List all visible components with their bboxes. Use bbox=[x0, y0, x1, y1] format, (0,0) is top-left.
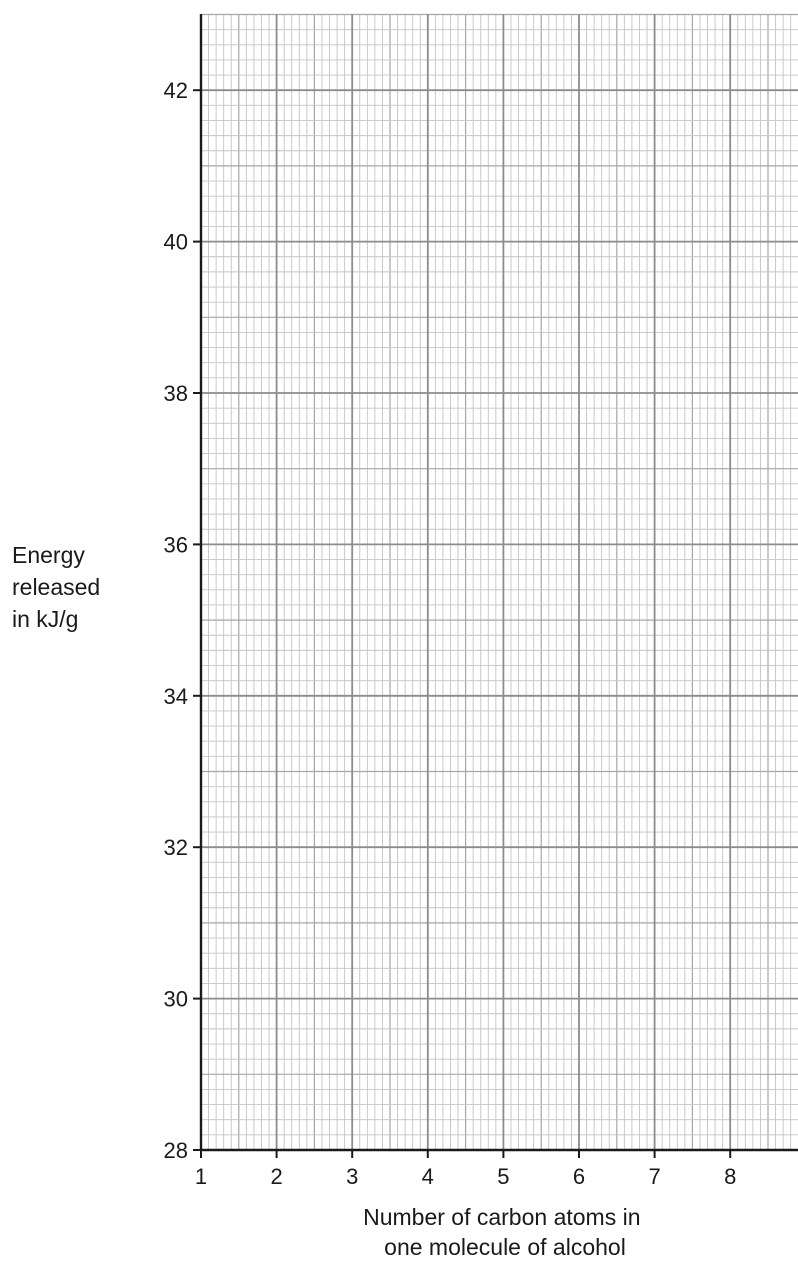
y-axis-title-line-1: Energy bbox=[12, 542, 85, 568]
y-axis-title-line-3: in kJ/g bbox=[12, 606, 78, 632]
y-tick-label: 38 bbox=[164, 381, 188, 406]
x-axis-title-line-2: one molecule of alcohol bbox=[384, 1234, 626, 1260]
x-tick-label: 7 bbox=[648, 1164, 660, 1189]
x-tick-labels: 1 2 3 4 5 6 7 8 bbox=[195, 1164, 736, 1189]
x-tick-label: 4 bbox=[422, 1164, 434, 1189]
x-tick-label: 2 bbox=[270, 1164, 282, 1189]
x-axis-title-line-1: Number of carbon atoms in bbox=[363, 1204, 640, 1230]
y-tick-label: 42 bbox=[164, 78, 188, 103]
tick-marks bbox=[193, 89, 732, 1158]
y-axis-title-line-2: released bbox=[12, 574, 100, 600]
x-axis-title: Number of carbon atoms in one molecule o… bbox=[363, 1204, 647, 1260]
y-tick-label: 28 bbox=[164, 1138, 188, 1163]
y-tick-labels: 28 30 32 34 36 38 40 42 bbox=[164, 78, 188, 1163]
x-tick-label: 8 bbox=[724, 1164, 736, 1189]
y-tick-label: 34 bbox=[164, 684, 188, 709]
y-tick-label: 36 bbox=[164, 532, 188, 557]
x-tick-label: 3 bbox=[346, 1164, 358, 1189]
major-grid bbox=[200, 14, 798, 1151]
x-tick-label: 1 bbox=[195, 1164, 207, 1189]
y-tick-label: 30 bbox=[164, 987, 188, 1012]
axes bbox=[199, 14, 798, 1152]
y-tick-label: 40 bbox=[164, 230, 188, 255]
x-tick-label: 6 bbox=[573, 1164, 585, 1189]
y-tick-label: 32 bbox=[164, 835, 188, 860]
y-axis-title: Energy released in kJ/g bbox=[12, 542, 107, 632]
minor-grid bbox=[201, 13, 798, 1150]
x-tick-label: 5 bbox=[497, 1164, 509, 1189]
